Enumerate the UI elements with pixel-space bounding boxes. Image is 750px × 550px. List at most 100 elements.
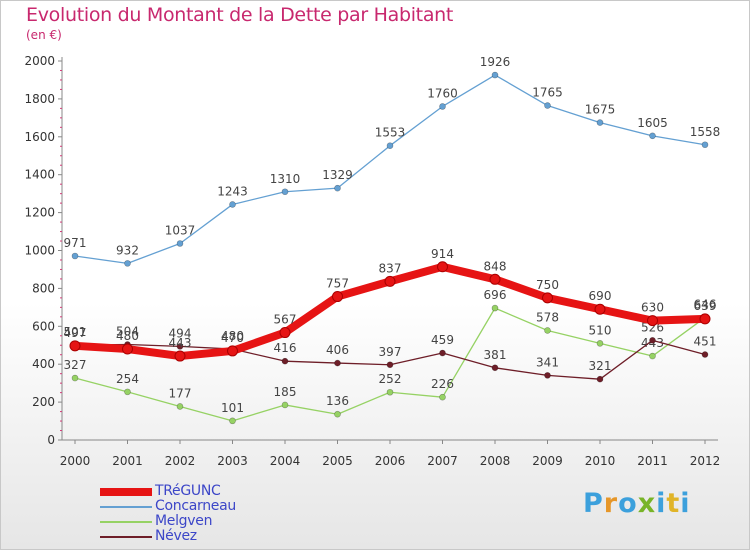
data-label-melgven: 646: [694, 298, 717, 312]
data-point-trégunc: [227, 345, 238, 357]
data-label-melgven: 578: [536, 310, 559, 324]
data-point-névez: [439, 349, 446, 357]
y-tick-label: 1000: [24, 244, 55, 258]
data-label-melgven: 177: [169, 386, 192, 400]
data-point-melgven: [439, 393, 446, 401]
y-tick-label: 1200: [24, 206, 55, 220]
x-tick-label: 2012: [690, 454, 721, 468]
data-label-concarneau: 1553: [375, 126, 406, 140]
y-tick-label: 200: [32, 395, 55, 409]
data-point-névez: [386, 361, 394, 369]
data-point-trégunc: [489, 273, 501, 285]
data-label-névez: 494: [169, 326, 192, 340]
data-label-concarneau: 1675: [585, 103, 616, 117]
x-tick-label: 2006: [375, 454, 406, 468]
data-label-concarneau: 1926: [480, 55, 511, 69]
legend-item: Névez: [100, 528, 360, 545]
legend-swatch: [100, 488, 152, 496]
data-label-melgven: 252: [379, 372, 402, 386]
legend-label: TRéGUNC: [155, 483, 221, 499]
data-label-névez: 321: [589, 359, 612, 373]
data-label-melgven: 254: [116, 372, 139, 386]
data-point-névez: [491, 364, 499, 372]
data-label-concarneau: 1329: [322, 168, 353, 182]
data-label-concarneau: 1605: [637, 116, 668, 130]
x-tick-label: 2007: [427, 454, 458, 468]
data-point-névez: [544, 372, 551, 379]
proxiti-logo: Proxiti: [583, 488, 691, 519]
data-point-concarneau: [386, 142, 394, 150]
data-point-névez: [701, 351, 709, 358]
data-point-trégunc: [437, 261, 448, 273]
data-point-trégunc: [279, 327, 291, 339]
data-label-névez: 406: [326, 343, 349, 357]
data-label-névez: 341: [536, 355, 559, 369]
logo-letter: x: [637, 488, 657, 519]
legend-swatch: [100, 506, 152, 508]
x-tick-label: 2001: [112, 454, 143, 468]
data-label-concarneau: 932: [116, 243, 139, 257]
data-point-concarneau: [176, 240, 184, 247]
data-label-trégunc: 750: [536, 278, 559, 292]
data-point-melgven: [229, 417, 236, 425]
data-point-névez: [596, 375, 604, 383]
legend-item: Concarneau: [100, 498, 360, 515]
y-tick-label: 800: [32, 281, 55, 295]
data-point-concarneau: [124, 260, 131, 267]
data-label-concarneau: 1310: [270, 172, 301, 186]
data-point-concarneau: [334, 184, 341, 192]
data-label-melgven: 696: [484, 288, 507, 302]
data-label-trégunc: 470: [221, 331, 244, 345]
data-label-concarneau: 1760: [427, 86, 458, 100]
data-label-melgven: 510: [589, 323, 612, 337]
data-label-trégunc: 480: [116, 329, 139, 343]
data-point-névez: [334, 359, 341, 367]
data-point-melgven: [596, 340, 604, 347]
data-label-trégunc: 914: [431, 247, 454, 261]
y-tick-label: 0: [47, 433, 55, 447]
data-point-trégunc: [69, 340, 81, 352]
y-tick-label: 600: [32, 319, 55, 333]
data-point-melgven: [334, 410, 341, 418]
data-label-concarneau: 1558: [690, 125, 721, 139]
legend-label: Névez: [155, 528, 197, 544]
data-label-trégunc: 443: [169, 336, 192, 350]
data-point-concarneau: [491, 71, 499, 79]
data-label-melgven: 327: [64, 358, 87, 372]
data-label-concarneau: 1243: [217, 184, 248, 198]
data-point-concarneau: [281, 188, 289, 196]
x-tick-label: 2000: [60, 454, 91, 468]
data-label-melgven: 185: [274, 385, 297, 399]
legend-swatch: [100, 536, 152, 538]
data-label-névez: 480: [221, 329, 244, 343]
data-point-concarneau: [229, 201, 236, 208]
data-label-névez: 504: [116, 324, 139, 338]
data-point-trégunc: [699, 313, 711, 325]
y-tick-label: 1800: [24, 92, 55, 106]
data-point-trégunc: [122, 343, 133, 355]
data-point-melgven: [281, 401, 289, 409]
x-tick-label: 2009: [532, 454, 563, 468]
data-point-concarneau: [544, 102, 551, 109]
data-label-trégunc: 567: [274, 313, 297, 327]
data-label-trégunc: 630: [641, 301, 664, 315]
x-tick-label: 2005: [322, 454, 353, 468]
data-point-névez: [649, 337, 656, 344]
x-tick-label: 2002: [165, 454, 196, 468]
data-point-névez: [281, 357, 289, 365]
data-point-melgven: [386, 388, 394, 396]
legend-swatch: [100, 521, 152, 523]
data-label-melgven: 136: [326, 394, 349, 408]
x-tick-label: 2003: [217, 454, 248, 468]
data-point-trégunc: [174, 350, 186, 362]
data-point-concarneau: [439, 103, 446, 110]
data-label-névez: 416: [274, 341, 297, 355]
data-point-concarneau: [701, 141, 709, 149]
data-point-trégunc: [594, 303, 606, 315]
y-tick-label: 2000: [24, 54, 55, 68]
data-label-trégunc: 690: [589, 289, 612, 303]
logo-letter: i: [656, 488, 667, 519]
data-point-trégunc: [542, 292, 553, 304]
chart-title: Evolution du Montant de la Dette par Hab…: [26, 4, 454, 26]
